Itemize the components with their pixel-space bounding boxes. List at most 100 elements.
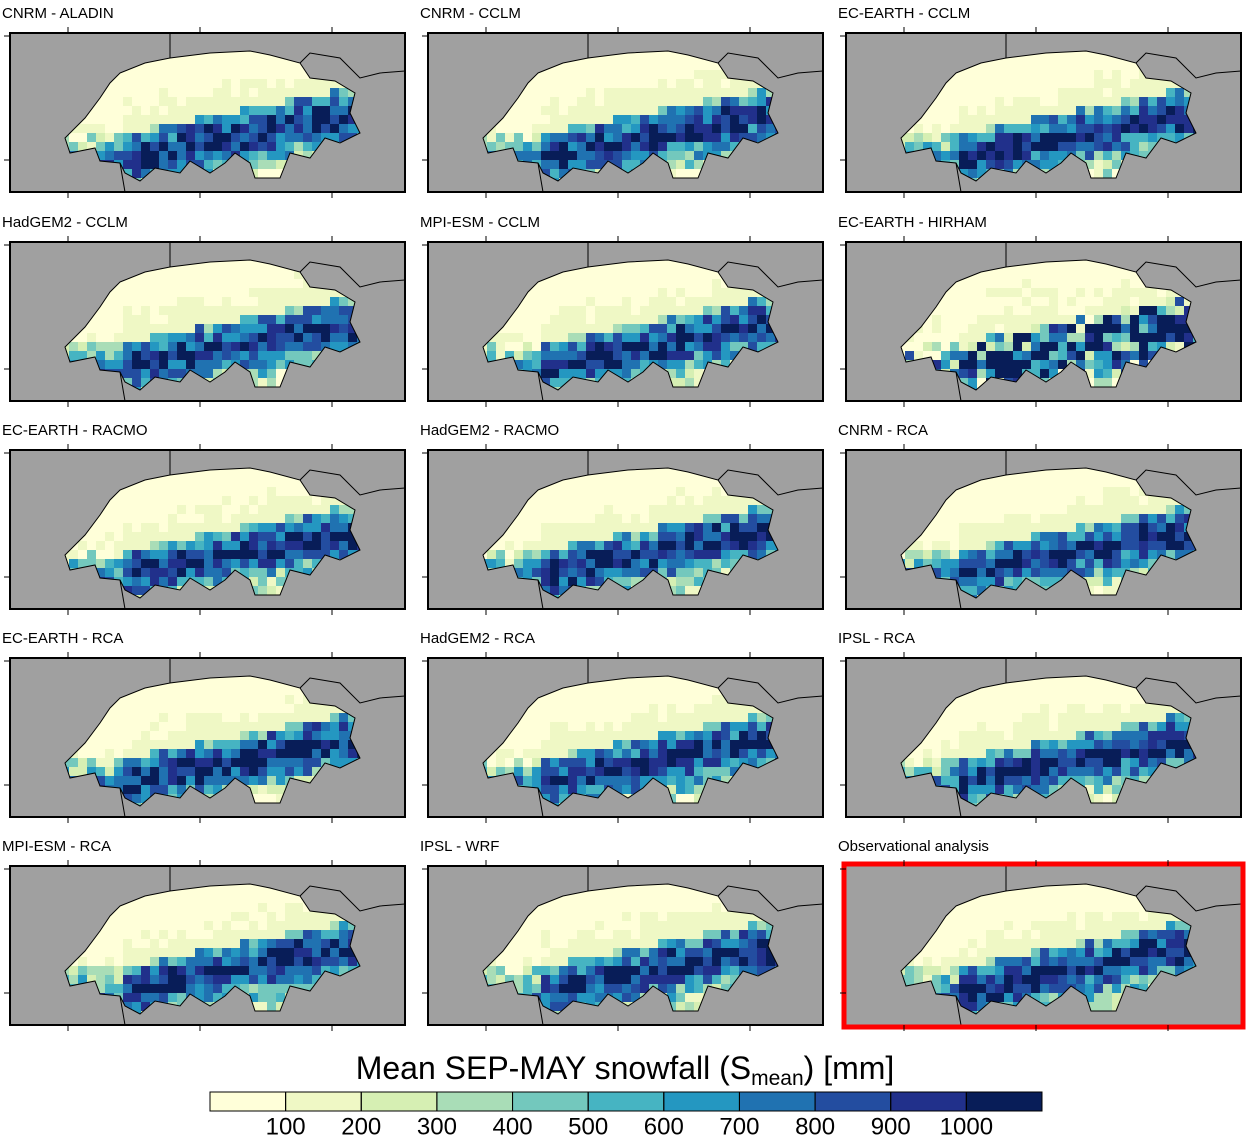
grid-cell bbox=[977, 151, 987, 161]
grid-cell bbox=[523, 532, 533, 542]
grid-cell bbox=[712, 487, 722, 497]
grid-cell bbox=[631, 351, 641, 361]
grid-cell bbox=[123, 342, 133, 352]
grid-cell bbox=[132, 496, 142, 506]
grid-cell bbox=[1148, 79, 1158, 89]
grid-cell bbox=[622, 106, 632, 116]
grid-cell bbox=[667, 487, 677, 497]
grid-cell bbox=[258, 169, 268, 179]
map bbox=[840, 27, 1241, 198]
grid-cell bbox=[613, 541, 623, 551]
grid-cell bbox=[258, 160, 268, 170]
grid-cell bbox=[757, 514, 767, 524]
grid-cell bbox=[649, 541, 659, 551]
grid-cell bbox=[986, 106, 996, 116]
grid-cell bbox=[622, 342, 632, 352]
grid-cell bbox=[950, 124, 960, 134]
grid-cell bbox=[114, 360, 124, 370]
grid-cell bbox=[541, 559, 551, 569]
grid-cell bbox=[667, 333, 677, 343]
grid-cell bbox=[1031, 297, 1041, 307]
grid-cell bbox=[204, 160, 214, 170]
grid-cell bbox=[1013, 333, 1023, 343]
grid-cell bbox=[141, 97, 151, 107]
grid-cell bbox=[721, 505, 731, 515]
grid-cell bbox=[276, 133, 286, 143]
grid-cell bbox=[1040, 351, 1050, 361]
grid-cell bbox=[177, 514, 187, 524]
grid-cell bbox=[276, 523, 286, 533]
grid-cell bbox=[676, 315, 686, 325]
grid-cell bbox=[712, 496, 722, 506]
grid-cell bbox=[204, 115, 214, 125]
grid-cell bbox=[968, 124, 978, 134]
grid-cell bbox=[1067, 288, 1077, 298]
grid-cell bbox=[141, 333, 151, 343]
grid-cell bbox=[303, 496, 313, 506]
grid-cell bbox=[114, 342, 124, 352]
grid-cell bbox=[914, 342, 924, 352]
grid-cell bbox=[294, 505, 304, 515]
grid-cell bbox=[1103, 97, 1113, 107]
grid-cell bbox=[694, 514, 704, 524]
grid-cell bbox=[748, 505, 758, 515]
grid-cell bbox=[231, 261, 241, 271]
grid-cell bbox=[150, 133, 160, 143]
grid-cell bbox=[1031, 106, 1041, 116]
grid-cell bbox=[1112, 151, 1122, 161]
grid-cell bbox=[1103, 160, 1113, 170]
grid-cell bbox=[240, 496, 250, 506]
grid-cell bbox=[1166, 324, 1176, 334]
grid-cell bbox=[123, 106, 133, 116]
grid-cell bbox=[321, 514, 331, 524]
grid-cell bbox=[285, 288, 295, 298]
grid-cell bbox=[1148, 306, 1158, 316]
grid-cell bbox=[276, 559, 286, 569]
grid-cell bbox=[649, 532, 659, 542]
grid-cell bbox=[757, 88, 767, 98]
grid-cell bbox=[748, 315, 758, 325]
grid-cell bbox=[339, 106, 349, 116]
grid-cell bbox=[658, 270, 668, 280]
grid-cell bbox=[685, 79, 695, 89]
grid-cell bbox=[595, 279, 605, 289]
grid-cell bbox=[204, 333, 214, 343]
grid-cell bbox=[1022, 360, 1032, 370]
grid-cell bbox=[285, 532, 295, 542]
grid-cell bbox=[312, 306, 322, 316]
grid-cell bbox=[568, 88, 578, 98]
grid-cell bbox=[550, 160, 560, 170]
grid-cell bbox=[105, 541, 115, 551]
grid-cell bbox=[667, 523, 677, 533]
grid-cell bbox=[132, 342, 142, 352]
grid-cell bbox=[640, 523, 650, 533]
grid-cell bbox=[312, 97, 322, 107]
grid-cell bbox=[294, 70, 304, 80]
grid-cell bbox=[721, 306, 731, 316]
grid-cell bbox=[258, 478, 268, 488]
grid-cell bbox=[676, 333, 686, 343]
grid-cell bbox=[694, 61, 704, 71]
grid-cell bbox=[258, 550, 268, 560]
grid-cell bbox=[667, 261, 677, 271]
grid-cell bbox=[312, 324, 322, 334]
grid-cell bbox=[1103, 169, 1113, 179]
grid-cell bbox=[676, 306, 686, 316]
grid-cell bbox=[249, 288, 259, 298]
grid-cell bbox=[159, 133, 169, 143]
grid-cell bbox=[541, 324, 551, 334]
grid-cell bbox=[1049, 88, 1059, 98]
grid-cell bbox=[1031, 61, 1041, 71]
grid-cell bbox=[222, 559, 232, 569]
grid-cell bbox=[168, 478, 178, 488]
grid-cell bbox=[577, 550, 587, 560]
grid-cell bbox=[667, 351, 677, 361]
grid-cell bbox=[186, 133, 196, 143]
grid-cell bbox=[114, 142, 124, 152]
grid-cell bbox=[303, 297, 313, 307]
grid-cell bbox=[649, 106, 659, 116]
grid-cell bbox=[1040, 315, 1050, 325]
grid-cell bbox=[213, 106, 223, 116]
grid-cell bbox=[240, 505, 250, 515]
grid-cell bbox=[177, 288, 187, 298]
